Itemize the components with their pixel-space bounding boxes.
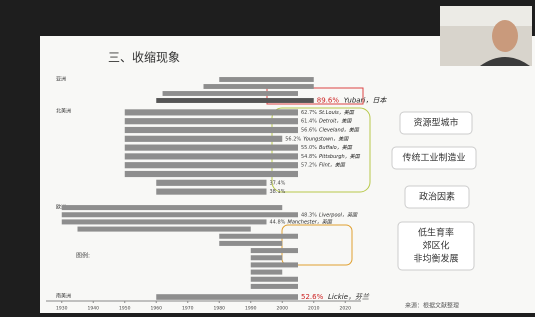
factor: 传统工业制造业 [402,152,465,164]
bar [251,284,298,289]
bar [204,84,314,89]
city-label: St.Louis，美国 [319,109,355,116]
ratio-label: 37.4% [270,180,286,186]
ratio-label: 57.2% [301,163,317,169]
source: 来源：根据文献整理 [405,302,459,310]
x-tick-label: 1980 [214,306,226,312]
city-label: Detroit，美国 [319,118,352,125]
region-label: 南美洲 [56,293,71,300]
bar [251,248,298,253]
city-label: Cleveland，美国 [319,127,360,134]
x-tick-label: 1940 [88,306,100,312]
x-tick-label: 1950 [119,306,131,312]
bar [62,219,267,224]
city-label: Buffalo，美国 [319,144,353,151]
bar [156,98,314,103]
webcam-face [492,20,518,52]
x-tick-label: 1970 [182,306,194,312]
ratio-label: 44.8% [270,219,286,225]
bar [251,270,283,275]
ratio-label: 61.4% [301,119,317,125]
factor: 非均衡发展 [413,253,458,265]
bar [251,262,298,267]
x-tick-label: 2020 [340,306,352,312]
ratio-label: 62.7% [301,110,317,116]
ratio-label: 52.6% [301,293,324,301]
factor: 资源型城市 [413,117,458,129]
city-label: Youngstown，美国 [303,135,349,142]
ratio-label: 56.6% [301,128,317,134]
factor: 政治因素 [419,191,455,203]
bar [125,136,283,142]
ratio-label: 48.3% [301,212,317,218]
ratio-label: 56.2% [285,136,301,142]
bar [251,277,298,282]
x-tick-label: 2000 [277,306,289,312]
bar [125,171,298,177]
city-label: Flint，美国 [319,162,346,169]
bar [156,189,266,195]
webcam-wall [440,6,532,26]
bar [125,127,298,133]
bar [125,109,298,115]
city-label: Pittsburgh，美国 [319,153,361,160]
city-label: Lickie，芬兰 [328,293,370,301]
bar [163,91,298,96]
legend-label: 图例: [76,252,90,260]
bar [62,212,298,217]
factor: 低生育率 [418,227,454,239]
bar [219,234,298,239]
screen: 三、收缩现象 资源型城市 传统工业制造业 政治因素 低生育率 郊区化 非均衡发展… [0,0,535,313]
bar [125,145,298,151]
x-tick-label: 1960 [151,306,163,312]
factor: 郊区化 [422,240,449,252]
region-label: 北美洲 [56,108,71,115]
bar [156,180,266,186]
city-label: Manchester，英国 [288,218,333,225]
x-tick-label: 1930 [56,306,68,312]
bar [125,118,298,124]
ratio-label: 54.8% [301,154,317,160]
x-tick-label: 1990 [245,306,257,312]
x-tick-label: 2010 [308,306,320,312]
bar [78,227,251,232]
bar [251,255,283,260]
region-label: 亚洲 [56,77,66,83]
city-label: Yubari，日本 [344,97,388,105]
slide-title: 三、收缩现象 [108,50,180,65]
bar [62,205,283,210]
ratio-label: 55.0% [301,145,317,151]
bar [219,241,282,246]
page: 三、收缩现象 资源型城市 传统工业制造业 政治因素 低生育率 郊区化 非均衡发展… [0,0,535,313]
bar [125,162,298,168]
bar [125,153,298,159]
bar [219,77,314,82]
ratio-label: 38.1% [270,189,286,195]
city-label: Liverpool，英国 [319,211,358,218]
bar [156,294,298,300]
ratio-label: 89.6% [317,97,340,105]
